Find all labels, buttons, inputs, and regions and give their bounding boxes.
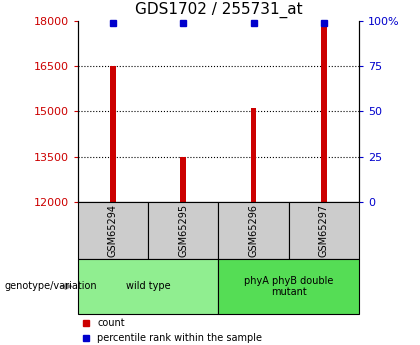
Text: genotype/variation: genotype/variation xyxy=(4,282,97,291)
Text: count: count xyxy=(97,318,125,328)
Bar xyxy=(251,108,256,202)
Text: GSM65297: GSM65297 xyxy=(319,204,329,257)
Bar xyxy=(78,202,148,259)
Text: GSM65295: GSM65295 xyxy=(178,204,188,257)
Text: GSM65296: GSM65296 xyxy=(249,204,259,257)
Bar xyxy=(181,157,186,202)
Title: GDS1702 / 255731_at: GDS1702 / 255731_at xyxy=(134,2,302,18)
Bar xyxy=(148,202,218,259)
Text: wild type: wild type xyxy=(126,282,171,291)
Bar xyxy=(321,27,327,202)
Bar xyxy=(78,259,218,314)
Text: GSM65294: GSM65294 xyxy=(108,204,118,257)
Text: percentile rank within the sample: percentile rank within the sample xyxy=(97,333,262,343)
Bar xyxy=(110,66,116,202)
Bar xyxy=(218,202,289,259)
Bar xyxy=(218,259,359,314)
Bar xyxy=(289,202,359,259)
Text: phyA phyB double
mutant: phyA phyB double mutant xyxy=(244,276,333,297)
